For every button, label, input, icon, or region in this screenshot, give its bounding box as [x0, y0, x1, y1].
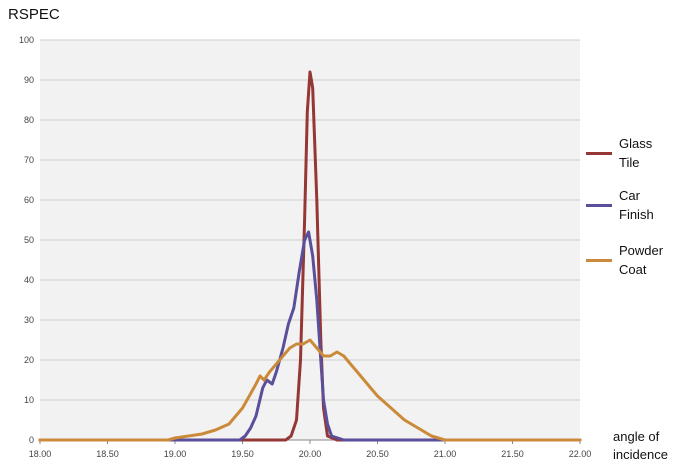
x-tick-label: 22.00 — [569, 449, 592, 459]
gridlines — [40, 39, 580, 401]
legend-swatch-glass-tile — [586, 152, 612, 155]
legend-label-glass-tile: Glass Tile — [619, 136, 653, 170]
x-tick-label: 20.50 — [366, 449, 389, 459]
legend-label-powder-coat: Powder Coat — [619, 243, 664, 277]
x-tick-label: 21.00 — [434, 449, 457, 459]
x-tick-label: 18.50 — [96, 449, 119, 459]
x-axis-ticks: 18.00 18.50 19.00 19.50 20.00 20.50 21.00 21.50… — [29, 440, 592, 459]
series-line-powder-coat — [38, 338, 582, 442]
y-tick-label: 20 — [24, 355, 34, 365]
y-tick-label: 30 — [24, 315, 34, 325]
y-tick-label: 80 — [24, 115, 34, 125]
legend-item-car-finish: Car Finish — [586, 186, 679, 226]
y-axis-ticks: 0 10 20 30 40 50 60 70 80 90 100 — [19, 35, 34, 445]
x-tick-label: 18.00 — [29, 449, 52, 459]
series-lines — [38, 70, 582, 442]
legend-item-powder-coat: Powder Coat — [586, 241, 679, 281]
series-line-car-finish — [38, 230, 582, 442]
y-tick-label: 100 — [19, 35, 34, 45]
y-tick-label: 70 — [24, 155, 34, 165]
x-tick-label: 19.00 — [164, 449, 187, 459]
x-axis-label: angle of incidence — [613, 429, 668, 462]
y-tick-label: 10 — [24, 395, 34, 405]
y-tick-label: 50 — [24, 235, 34, 245]
legend-item-glass-tile: Glass Tile — [586, 134, 679, 174]
legend-label-car-finish: Car Finish — [619, 188, 654, 222]
legend-swatch-powder-coat — [586, 259, 612, 262]
series-line-glass-tile — [38, 70, 582, 442]
legend-swatch-car-finish — [586, 204, 612, 207]
x-tick-label: 21.50 — [501, 449, 524, 459]
y-tick-label: 90 — [24, 75, 34, 85]
y-tick-label: 60 — [24, 195, 34, 205]
x-tick-label: 19.50 — [231, 449, 254, 459]
y-tick-label: 0 — [29, 435, 34, 445]
y-tick-label: 40 — [24, 275, 34, 285]
chart-title: RSPEC — [8, 6, 60, 23]
x-tick-label: 20.00 — [299, 449, 322, 459]
